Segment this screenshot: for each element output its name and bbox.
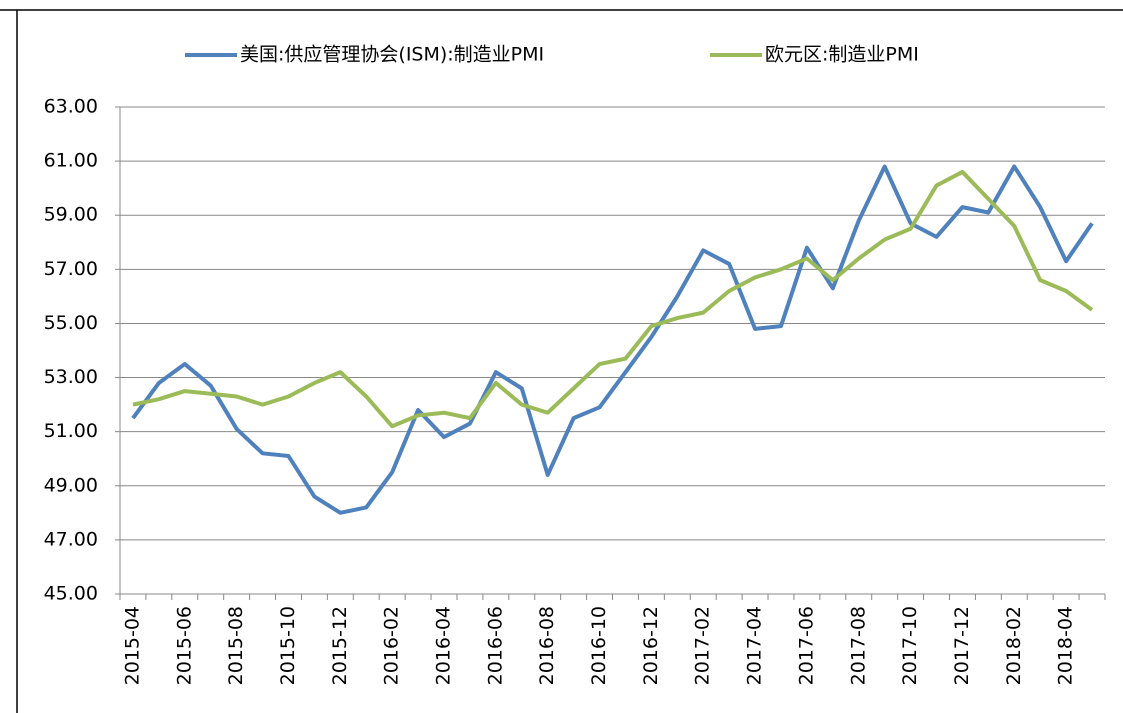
x-tick-label: 2016-10 <box>588 606 610 685</box>
x-tick-label: 2015-04 <box>121 606 143 685</box>
x-tick-label: 2016-04 <box>433 606 455 685</box>
x-tick-label: 2015-12 <box>329 606 351 685</box>
x-tick-label: 2017-04 <box>744 606 766 685</box>
y-tick-label: 51.00 <box>44 420 98 442</box>
x-tick-label: 2016-08 <box>536 606 558 685</box>
x-tick-label: 2016-02 <box>381 606 403 685</box>
legend-label: 欧元区:制造业PMI <box>765 44 919 66</box>
y-tick-label: 61.00 <box>44 150 98 172</box>
legend-label: 美国:供应管理协会(ISM):制造业PMI <box>240 44 544 66</box>
y-tick-label: 47.00 <box>44 528 98 550</box>
x-tick-label: 2018-02 <box>1003 606 1025 685</box>
x-tick-label: 2017-12 <box>951 606 973 685</box>
x-tick-label: 2017-10 <box>899 606 921 685</box>
x-tick-label: 2015-06 <box>173 606 195 685</box>
y-tick-label: 55.00 <box>44 312 98 334</box>
x-tick-label: 2017-02 <box>692 606 714 685</box>
series-line <box>131 164 1094 515</box>
x-tick-label: 2015-10 <box>277 606 299 685</box>
y-tick-label: 53.00 <box>44 366 98 388</box>
x-tick-label: 2018-04 <box>1055 606 1077 685</box>
x-tick-label: 2017-06 <box>795 606 817 685</box>
x-tick-label: 2016-06 <box>484 606 506 685</box>
y-tick-label: 49.00 <box>44 474 98 496</box>
series-line <box>132 169 1094 429</box>
x-tick-label: 2016-12 <box>640 606 662 685</box>
y-tick-label: 59.00 <box>44 204 98 226</box>
y-tick-label: 57.00 <box>44 258 98 280</box>
x-tick-label: 2015-08 <box>225 606 247 685</box>
x-tick-label: 2017-08 <box>847 606 869 685</box>
y-tick-label: 63.00 <box>44 96 98 118</box>
y-tick-label: 45.00 <box>44 583 98 605</box>
